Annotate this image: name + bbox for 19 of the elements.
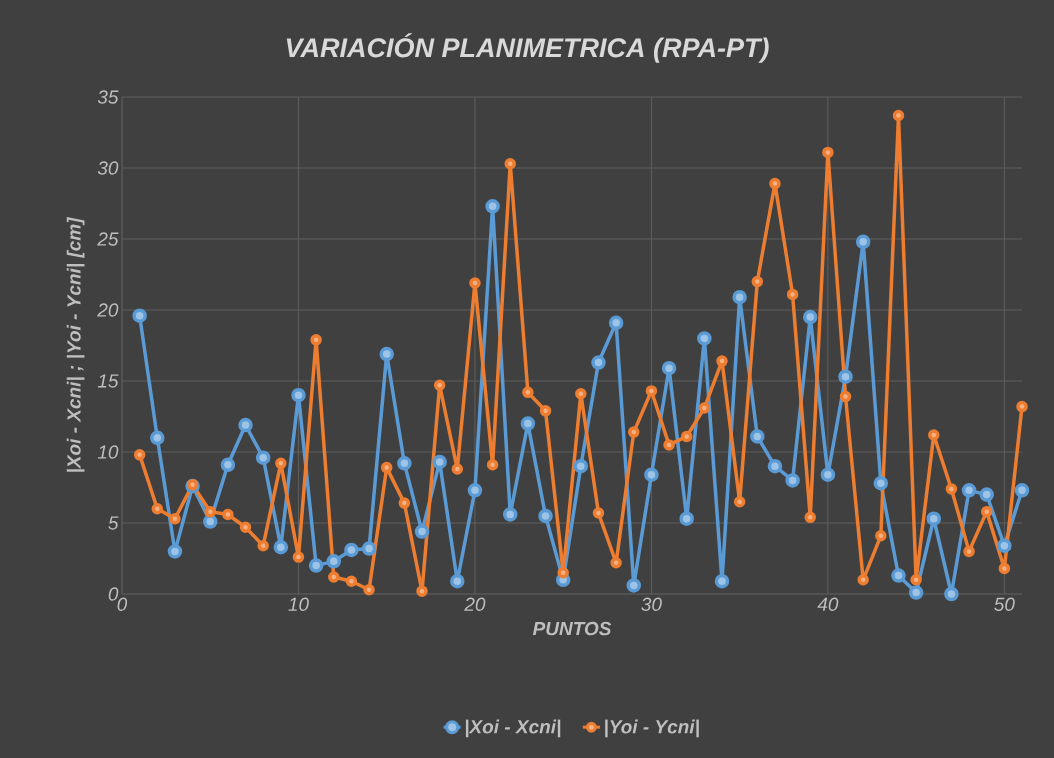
x-tick-label: 50 bbox=[994, 597, 1015, 611]
x-tick-label: 20 bbox=[464, 597, 486, 611]
x-tick-label: 40 bbox=[817, 597, 839, 611]
y-tick-label: 35 bbox=[97, 90, 119, 104]
x-tick-label: 10 bbox=[288, 597, 309, 611]
legend-label: |Yoi - Ycni| bbox=[605, 719, 699, 738]
y-tick-label: 10 bbox=[97, 445, 119, 459]
x-axis-title: PUNTOS bbox=[532, 621, 612, 636]
x-tick-label: 0 bbox=[117, 597, 128, 611]
x-tick-label: 30 bbox=[641, 597, 662, 611]
y-tick-label: 15 bbox=[97, 374, 119, 388]
y-tick-label: 20 bbox=[97, 303, 119, 317]
y-axis-title: |Xoi - Xcni| ; |Yoi - Ycni| [cm] bbox=[66, 216, 85, 472]
y-tick-label: 0 bbox=[108, 587, 119, 601]
y-tick-label: 25 bbox=[97, 232, 119, 246]
legend-label: |Xoi - Xcni| bbox=[465, 719, 561, 738]
y-tick-label: 30 bbox=[97, 161, 119, 175]
chart-title: VARIACIÓN PLANIMETRICA (RPA-PT) bbox=[286, 33, 769, 63]
y-tick-label: 5 bbox=[108, 516, 119, 530]
